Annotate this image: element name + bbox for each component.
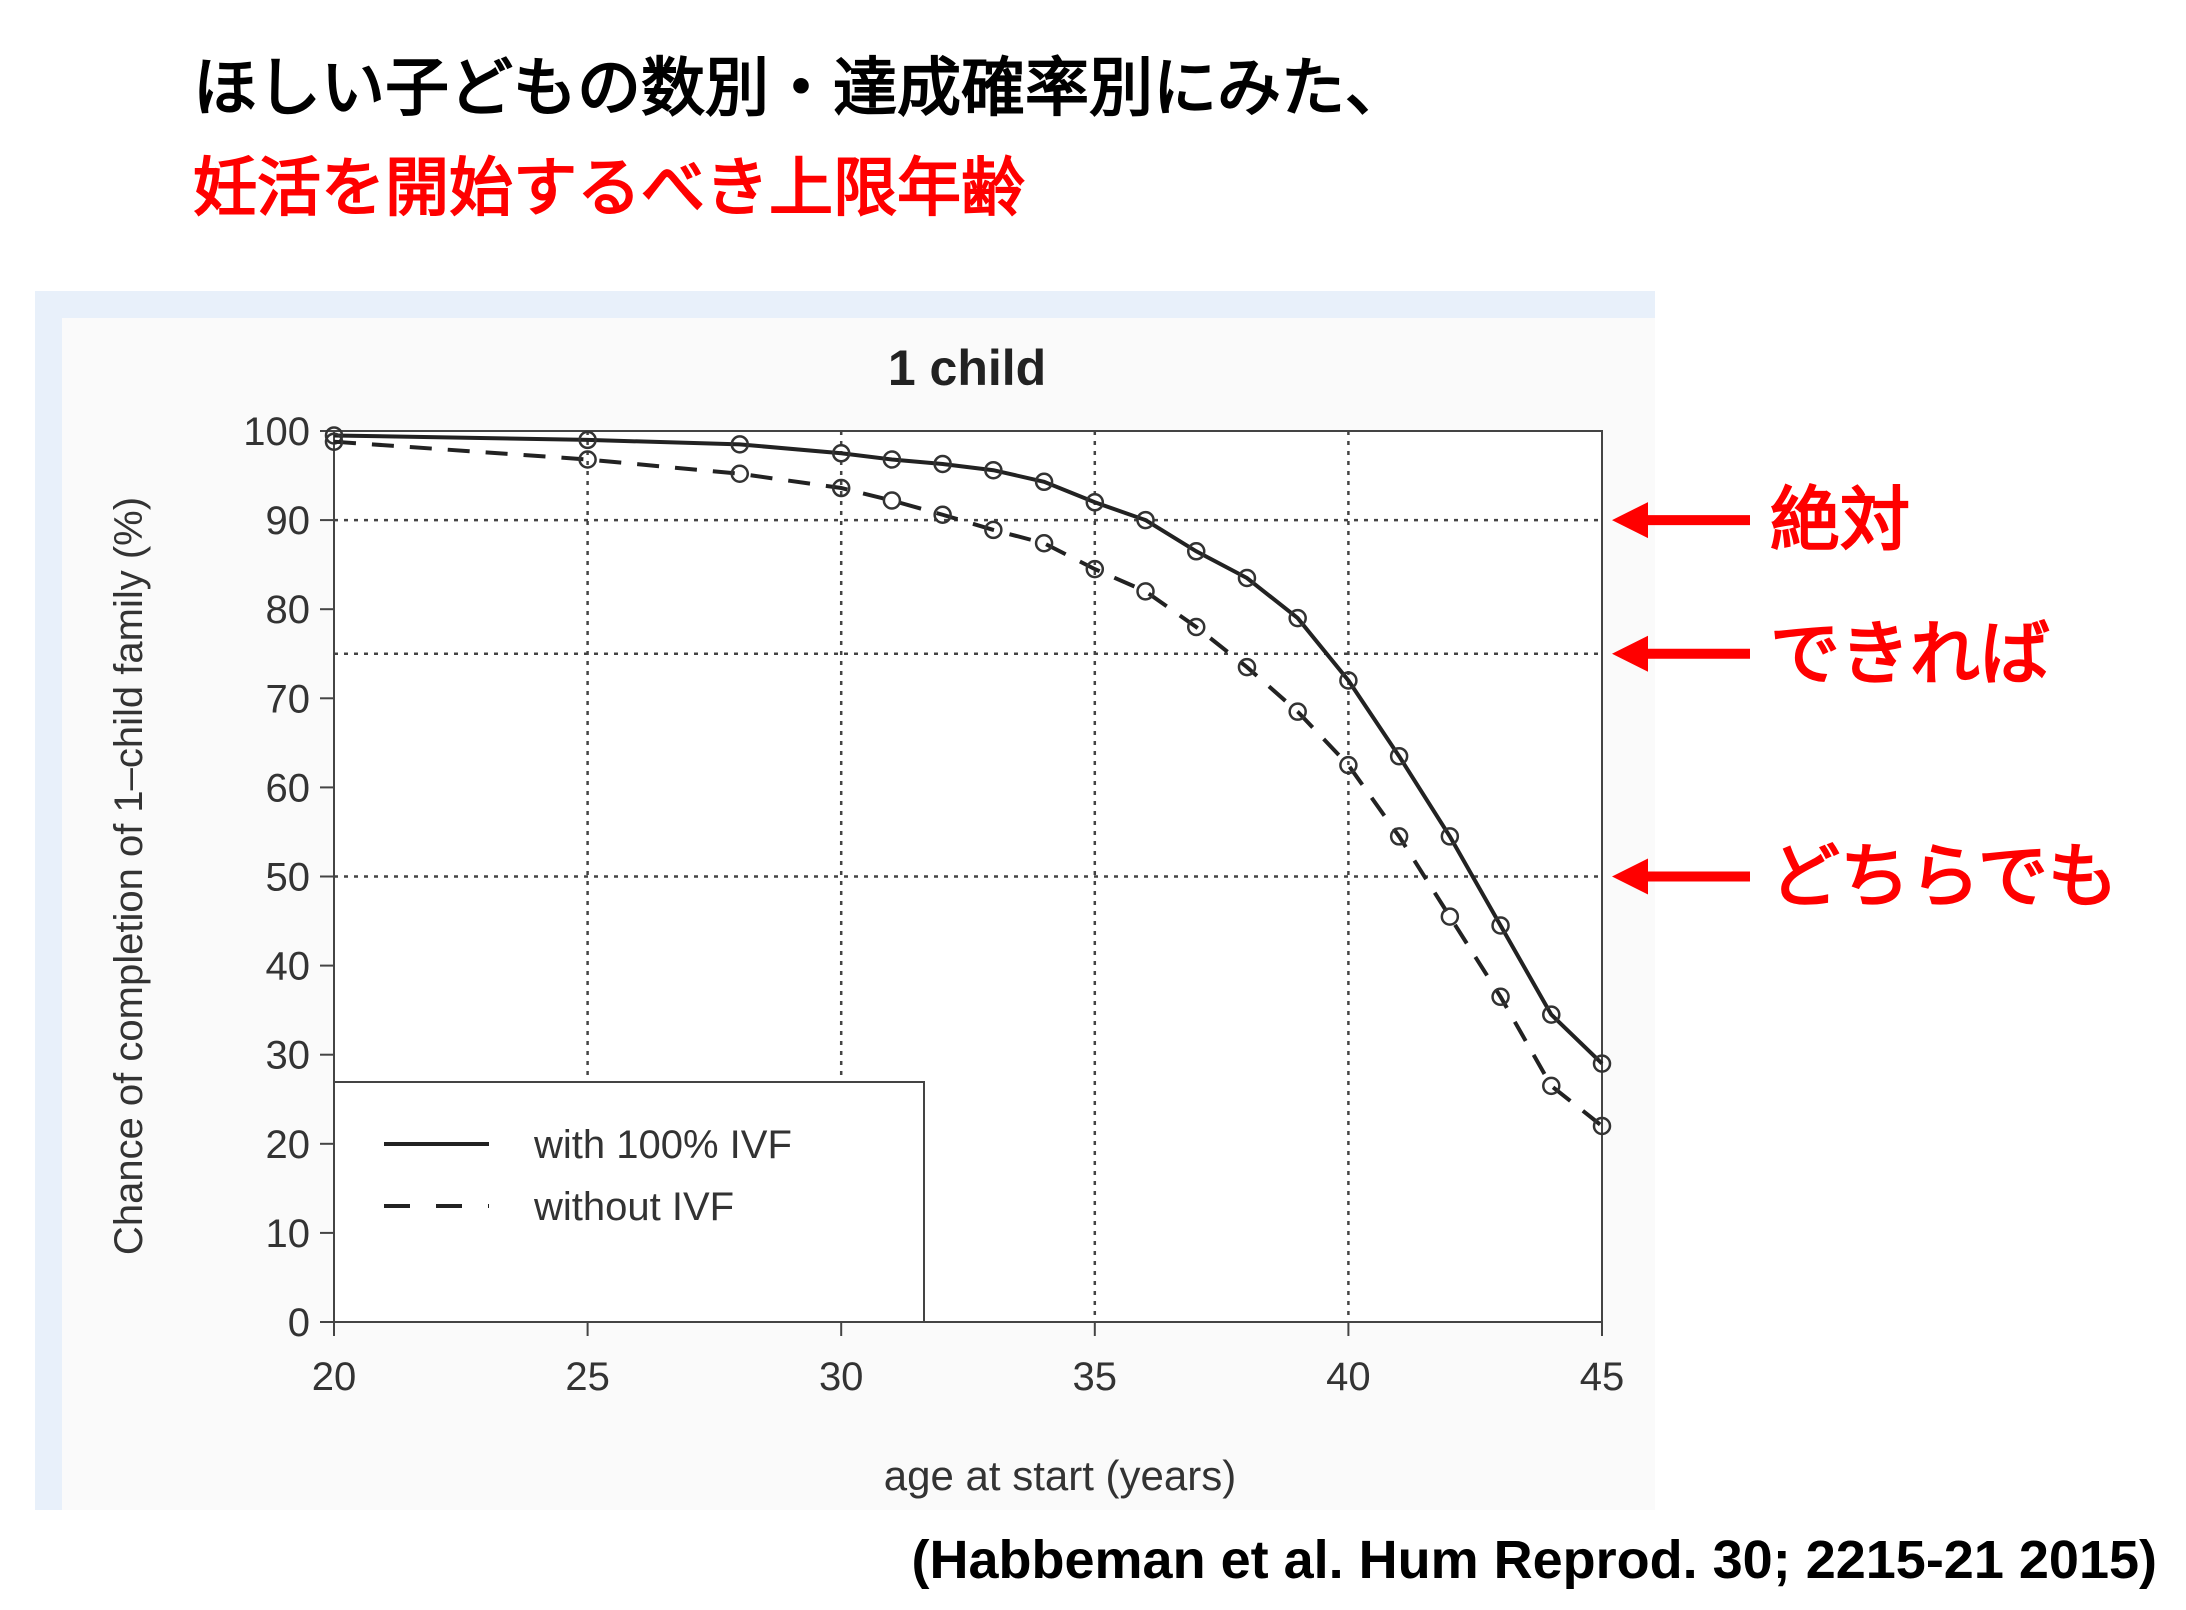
arrow-head [1612, 858, 1648, 895]
data-point [1542, 1005, 1561, 1024]
data-point [324, 432, 344, 451]
data-point [578, 430, 597, 450]
data-point [1592, 1116, 1612, 1136]
chart-title: 1 child [888, 340, 1046, 396]
data-point [1034, 534, 1054, 553]
data-point [1389, 827, 1409, 846]
y-tick-label: 60 [266, 766, 311, 810]
x-tick-label: 35 [1073, 1355, 1118, 1399]
y-tick-label: 20 [266, 1123, 311, 1167]
y-tick-label: 0 [288, 1301, 310, 1345]
y-tick-label: 80 [266, 588, 311, 632]
data-point [1186, 542, 1206, 561]
annotation: できれば [1770, 613, 2050, 695]
data-point [831, 444, 851, 463]
y-tick-label: 70 [266, 677, 311, 721]
data-point [1491, 987, 1510, 1007]
y-tick-label: 30 [266, 1034, 311, 1078]
heading-line1: ほしい子どもの数別・達成確率別にみた、 [193, 52, 1409, 126]
data-point [1136, 582, 1155, 601]
data-point [1186, 617, 1206, 637]
data-point [1592, 1054, 1612, 1073]
data-point [1136, 510, 1155, 530]
annotation: どちらでも [1770, 836, 2118, 918]
legend-box [333, 1081, 925, 1323]
series-line [333, 439, 1604, 1128]
x-tick-label: 45 [1580, 1355, 1625, 1399]
data-point [1542, 1076, 1561, 1096]
data-point [578, 450, 597, 469]
data-point [1440, 907, 1460, 926]
data-point [730, 435, 750, 454]
data-point [1237, 657, 1257, 677]
heading-line2: 妊活を開始するべき上限年齢 [193, 152, 1025, 226]
data-point [882, 491, 902, 510]
arrow-head [1612, 502, 1648, 539]
data-point [933, 505, 952, 525]
legend-label: with 100% IVF [533, 1123, 792, 1167]
data-point [984, 520, 1003, 540]
data-point [1389, 746, 1409, 766]
data-point [984, 460, 1003, 480]
y-tick-label: 10 [266, 1212, 311, 1256]
data-point [1237, 568, 1257, 588]
x-tick-label: 30 [819, 1355, 864, 1399]
data-point [1339, 671, 1358, 690]
data-point [882, 450, 902, 469]
data-point [1034, 472, 1054, 492]
series-line [333, 433, 1604, 1066]
data-point [1085, 559, 1105, 579]
x-tick-label: 20 [312, 1355, 357, 1399]
y-tick-label: 90 [266, 499, 311, 543]
data-point [1491, 916, 1510, 935]
arrow-head [1612, 635, 1648, 672]
y-tick-label: 40 [266, 945, 311, 989]
data-point [1288, 702, 1307, 721]
x-tick-label: 25 [565, 1355, 610, 1399]
annotation: 絶対 [1770, 479, 1910, 561]
data-point [1440, 827, 1460, 846]
data-point [933, 454, 952, 474]
data-point [1085, 493, 1105, 512]
data-point [730, 464, 750, 484]
y-axis-label: Chance of completion of 1–child family (… [107, 497, 151, 1255]
y-tick-label: 50 [266, 856, 311, 900]
data-point [1288, 608, 1307, 628]
citation: (Habbeman et al. Hum Reprod. 30; 2215-21… [912, 1530, 2157, 1590]
y-tick-label: 100 [243, 410, 310, 454]
x-tick-label: 40 [1326, 1355, 1371, 1399]
data-point [831, 478, 851, 498]
legend-label: without IVF [533, 1185, 734, 1229]
x-axis-label: age at start (years) [884, 1452, 1236, 1499]
data-point [1339, 755, 1358, 775]
